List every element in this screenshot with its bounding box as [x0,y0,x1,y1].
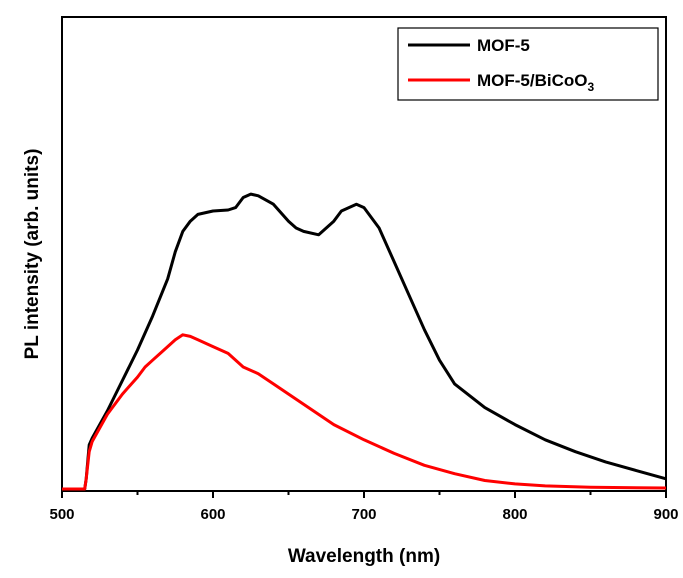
legend-label-main: MOF-5/BiCoO [477,71,588,90]
legend-label-mof5: MOF-5 [477,36,530,55]
legend: MOF-5 MOF-5/BiCoO3 [397,27,659,101]
series-line-1 [62,333,667,491]
legend-label-subscript: 3 [588,80,595,94]
series-layer [62,192,667,491]
x-tick-label-500: 500 [49,506,74,523]
series-line-0 [62,192,667,491]
x-axis-title: Wavelength (nm) [288,546,440,567]
x-tick-label-600: 600 [200,506,225,523]
legend-box [397,27,659,101]
x-tick-label-700: 700 [351,506,376,523]
x-tick-label-800: 800 [502,506,527,523]
legend-label-mof5-bicoo3: MOF-5/BiCoO3 [477,71,595,94]
x-axis-ticks: 500 600 700 800 900 [49,491,679,523]
x-tick-label-900: 900 [653,506,678,523]
plot-area: 500 600 700 800 900 [49,16,679,523]
y-axis-title: PL intensity (arb. units) [22,149,43,360]
